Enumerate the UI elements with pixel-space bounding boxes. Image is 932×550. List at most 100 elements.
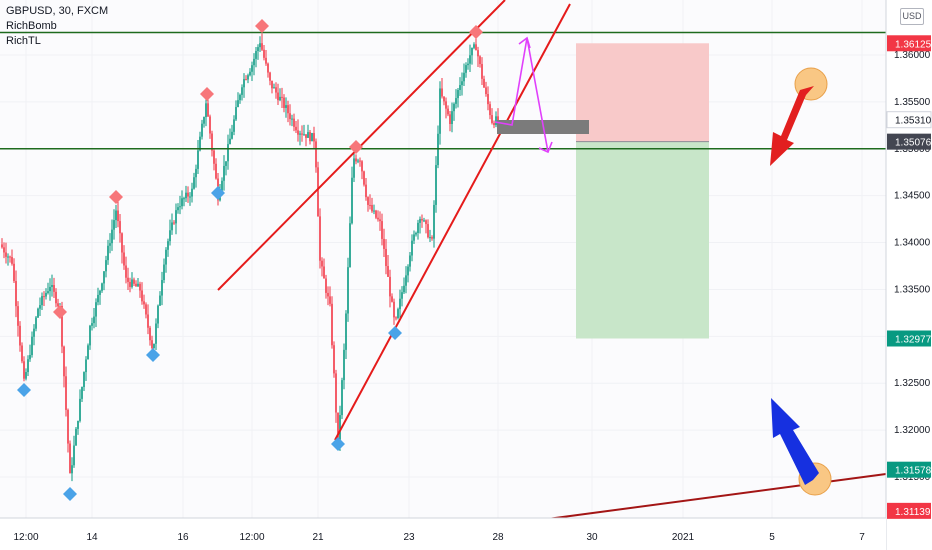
signal-markers [17, 19, 483, 501]
drawings[interactable] [217, 0, 887, 521]
candle [291, 114, 293, 127]
buy-signal-icon [63, 487, 77, 501]
candle [411, 234, 413, 262]
candle [431, 235, 433, 241]
candle [459, 77, 461, 97]
time-tick-5: 23 [403, 532, 415, 543]
candle [311, 132, 313, 142]
upper-trendline[interactable] [217, 0, 506, 291]
price-label-bg-4 [887, 461, 931, 478]
candle [433, 200, 435, 248]
price-label-0[interactable]: 1.36125 [895, 39, 932, 50]
candle [381, 213, 383, 246]
candle [487, 86, 489, 111]
candle [425, 219, 427, 234]
price-label-5[interactable]: 1.31139 [895, 507, 931, 518]
currency-badge[interactable]: USD [900, 8, 924, 25]
candle [127, 267, 129, 291]
candle [287, 100, 289, 123]
candle [293, 113, 295, 132]
sell-signal-icon [349, 140, 363, 154]
candle [319, 208, 321, 269]
candle [329, 286, 331, 307]
candle [349, 216, 351, 268]
candle [393, 298, 395, 325]
candle [89, 324, 91, 350]
blue-up-arrow[interactable] [771, 398, 819, 485]
candle [485, 81, 487, 97]
candle [149, 325, 151, 346]
exchange: FXCM [76, 5, 109, 17]
price-label-3[interactable]: 1.32977 [895, 334, 932, 345]
candle [191, 182, 193, 203]
price-label-4[interactable]: 1.31578 [895, 466, 932, 477]
candle [17, 301, 19, 337]
candle [119, 213, 121, 243]
candle [183, 196, 185, 207]
candle [101, 282, 103, 293]
candle [109, 233, 111, 254]
candle [399, 289, 401, 319]
candle [31, 331, 33, 358]
candle [211, 130, 213, 157]
candle [131, 272, 133, 289]
candle [415, 231, 417, 237]
lower-trendline[interactable] [334, 3, 571, 441]
candle [55, 288, 57, 308]
stop-loss-zone[interactable] [576, 43, 709, 142]
candle [39, 297, 41, 316]
candle [197, 140, 199, 174]
candle [379, 211, 381, 231]
candle [335, 369, 337, 423]
candle [115, 204, 117, 228]
time-axis[interactable]: 12:00 14 16 12:00 21 23 28 30 2021 5 7 [0, 517, 886, 550]
candle [11, 249, 13, 266]
candle [413, 230, 415, 244]
time-tick-0: 12:00 [13, 532, 38, 543]
candle [397, 307, 399, 320]
price-axis[interactable]: 1.360001.355001.350001.345001.340001.335… [885, 0, 932, 550]
price-label-bg-5 [887, 502, 931, 519]
candle [417, 219, 419, 240]
candle [73, 435, 75, 468]
candle [363, 170, 365, 187]
candle [269, 71, 271, 86]
candle [41, 292, 43, 311]
candle [375, 209, 377, 220]
candle [467, 58, 469, 70]
red-down-arrow[interactable] [770, 86, 814, 166]
candle [303, 124, 305, 136]
candle [29, 344, 31, 362]
candle [173, 220, 175, 225]
candle [225, 161, 227, 176]
take-profit-zone[interactable] [576, 141, 709, 339]
buy-signal-icon [331, 437, 345, 451]
indicator-2[interactable]: RichTL [6, 35, 41, 47]
candle [213, 148, 215, 171]
candle [43, 291, 45, 306]
time-tick-6: 28 [492, 532, 504, 543]
candle [233, 115, 235, 136]
price-label-1[interactable]: 1.35310 [895, 116, 932, 127]
candle [353, 153, 355, 182]
candle [1, 238, 3, 249]
candle [187, 186, 189, 203]
candle [157, 304, 159, 329]
buy-signal-icon [211, 186, 225, 200]
candle [429, 229, 431, 243]
candle [271, 80, 273, 94]
candle [331, 296, 333, 349]
candle [361, 160, 363, 180]
price-label-2[interactable]: 1.35076 [895, 138, 932, 149]
indicator-1[interactable]: RichBomb [6, 20, 57, 32]
candle [259, 36, 261, 52]
candle [145, 302, 147, 319]
horizontal-levels[interactable] [0, 31, 886, 150]
candle [37, 307, 39, 319]
candle [69, 440, 71, 474]
candle [139, 281, 141, 298]
projection-path[interactable] [494, 37, 549, 153]
price-tick-8: 1.32000 [894, 425, 931, 436]
